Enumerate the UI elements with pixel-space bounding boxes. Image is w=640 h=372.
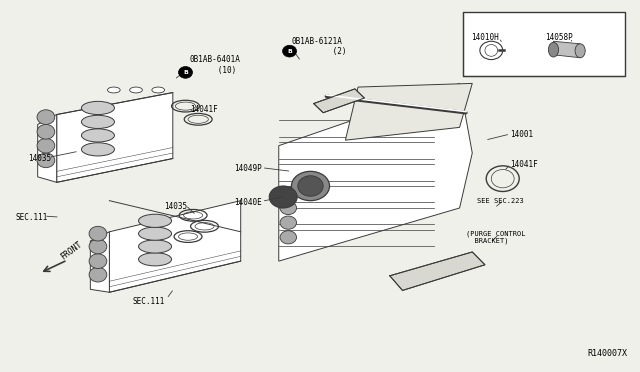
Ellipse shape xyxy=(108,87,120,93)
Text: 14010H: 14010H xyxy=(471,33,499,42)
Text: 14035: 14035 xyxy=(28,154,51,163)
Polygon shape xyxy=(109,201,241,292)
Polygon shape xyxy=(57,93,173,182)
Text: FRONT: FRONT xyxy=(59,239,83,261)
Ellipse shape xyxy=(81,143,115,156)
Ellipse shape xyxy=(280,231,296,244)
Ellipse shape xyxy=(280,201,296,215)
Ellipse shape xyxy=(283,45,296,57)
Text: 14058P: 14058P xyxy=(545,33,573,42)
Ellipse shape xyxy=(298,176,323,196)
Text: SEC.111: SEC.111 xyxy=(15,213,48,222)
Text: 14041F: 14041F xyxy=(190,105,218,113)
Text: 14041F: 14041F xyxy=(510,160,538,169)
Text: 0B1AB-6401A
      (10): 0B1AB-6401A (10) xyxy=(190,55,241,75)
Ellipse shape xyxy=(37,138,55,153)
Polygon shape xyxy=(314,89,364,113)
Text: 14035: 14035 xyxy=(164,202,188,211)
Ellipse shape xyxy=(138,240,172,253)
Ellipse shape xyxy=(37,110,55,125)
Text: 14040E: 14040E xyxy=(234,198,262,207)
Text: B: B xyxy=(287,49,292,54)
Text: SEE SEC.223: SEE SEC.223 xyxy=(477,198,524,203)
Text: 14001: 14001 xyxy=(510,130,534,139)
Ellipse shape xyxy=(81,115,115,128)
Ellipse shape xyxy=(81,129,115,142)
Ellipse shape xyxy=(548,42,559,57)
Text: 14049P: 14049P xyxy=(234,164,262,173)
Ellipse shape xyxy=(81,101,115,115)
Bar xyxy=(463,12,625,76)
Ellipse shape xyxy=(575,44,585,58)
Ellipse shape xyxy=(89,254,107,269)
Text: SEC.111: SEC.111 xyxy=(133,297,165,306)
Ellipse shape xyxy=(89,267,107,282)
Ellipse shape xyxy=(89,239,107,254)
Ellipse shape xyxy=(280,187,296,200)
Polygon shape xyxy=(554,41,580,58)
Ellipse shape xyxy=(37,153,55,168)
Ellipse shape xyxy=(89,226,107,241)
Polygon shape xyxy=(279,83,472,261)
Ellipse shape xyxy=(37,125,55,139)
Ellipse shape xyxy=(280,216,296,229)
Ellipse shape xyxy=(138,253,172,266)
Ellipse shape xyxy=(179,67,193,78)
Ellipse shape xyxy=(269,186,297,208)
Polygon shape xyxy=(346,83,472,140)
Ellipse shape xyxy=(138,214,172,227)
Polygon shape xyxy=(390,252,485,291)
Ellipse shape xyxy=(130,87,142,93)
Text: R140007X: R140007X xyxy=(588,349,628,358)
Ellipse shape xyxy=(291,171,330,201)
Ellipse shape xyxy=(138,227,172,240)
Text: B: B xyxy=(183,70,188,75)
Polygon shape xyxy=(38,115,57,182)
Polygon shape xyxy=(90,232,109,292)
Text: 0B1AB-6121A
         (2): 0B1AB-6121A (2) xyxy=(291,37,347,57)
Ellipse shape xyxy=(152,87,164,93)
Text: (PURGE CONTROL
  BRACKET): (PURGE CONTROL BRACKET) xyxy=(466,230,525,244)
